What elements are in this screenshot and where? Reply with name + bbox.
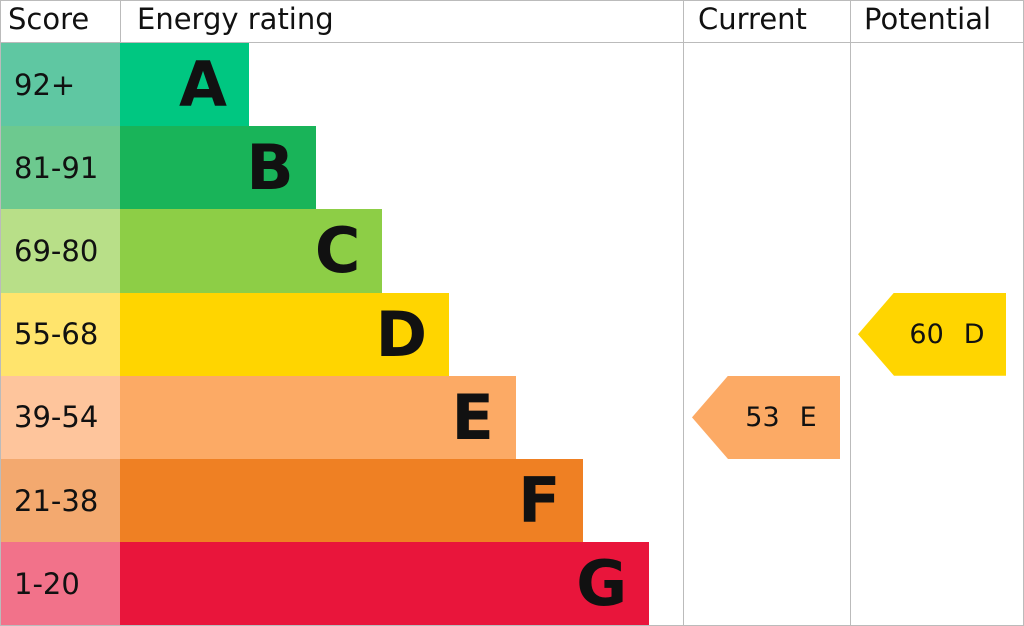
rating-bar-b: B xyxy=(120,126,316,210)
rating-bar-d: D xyxy=(120,292,450,376)
score-range-a: 92+ xyxy=(1,43,120,127)
rating-bar-c: C xyxy=(120,209,383,293)
grid-line xyxy=(0,0,1,626)
score-range-c: 69-80 xyxy=(1,209,120,293)
current-letter: E xyxy=(799,401,817,433)
potential-rating-arrow: 60 D xyxy=(858,292,1006,376)
score-range-d: 55-68 xyxy=(1,292,120,376)
header-score: Score xyxy=(8,2,90,36)
score-range-b: 81-91 xyxy=(1,126,120,210)
score-range-e: 39-54 xyxy=(1,375,120,459)
grid-line xyxy=(0,42,1024,43)
rating-bar-g: G xyxy=(120,542,650,626)
score-range-g: 1-20 xyxy=(1,542,120,626)
rating-bar-f: F xyxy=(120,459,583,543)
current-rating-arrow: 53 E xyxy=(692,375,840,459)
potential-score: 60 xyxy=(909,318,944,350)
header-current: Current xyxy=(698,2,807,36)
rating-bar-a: A xyxy=(120,43,249,127)
potential-letter: D xyxy=(963,318,985,350)
rating-bar-e: E xyxy=(120,375,516,459)
grid-line xyxy=(120,0,121,42)
grid-line xyxy=(0,0,1024,1)
current-score: 53 xyxy=(745,401,780,433)
grid-line xyxy=(683,0,684,626)
score-range-f: 21-38 xyxy=(1,459,120,543)
header-energy-rating: Energy rating xyxy=(137,2,334,36)
header-potential: Potential xyxy=(864,2,992,36)
grid-line xyxy=(850,0,851,626)
